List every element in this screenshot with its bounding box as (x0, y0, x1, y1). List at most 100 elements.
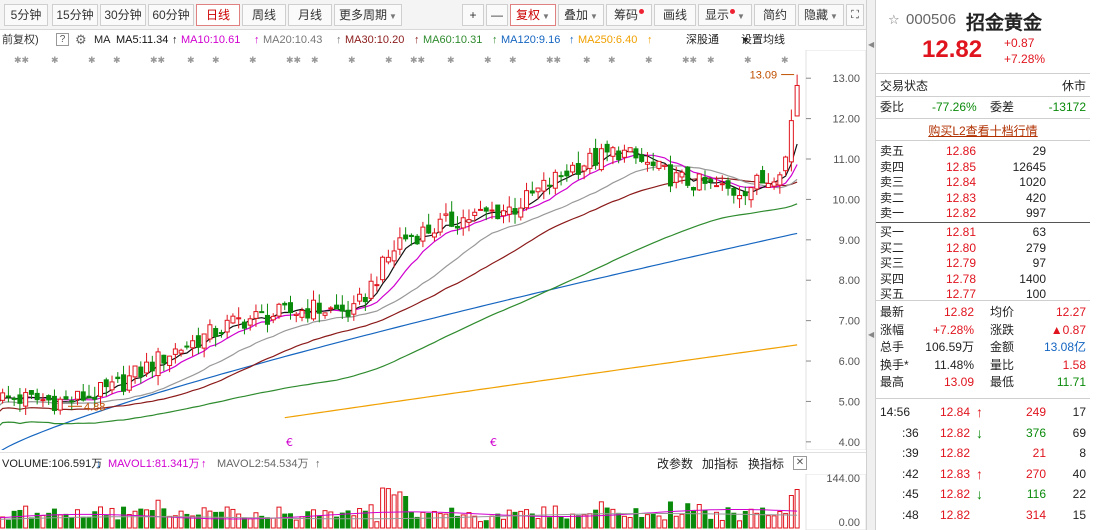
ask-row[interactable]: 卖二 12.83 420 (876, 191, 1090, 206)
event-marker-icon[interactable]: ✱ (645, 56, 653, 66)
stat-value: 12.27 (1055, 305, 1086, 319)
event-marker-icon[interactable]: ✱ (51, 56, 59, 66)
stat-value: 106.59万 (925, 340, 974, 354)
period-monthly-button[interactable]: 月线 (288, 4, 332, 26)
event-marker-icon[interactable]: ✱ (311, 56, 319, 66)
hide-dropdown[interactable]: 隐藏 ▼ (798, 4, 844, 26)
candle (570, 162, 576, 176)
adjust-dropdown[interactable]: 复权 ▼ (510, 4, 556, 26)
candle (103, 377, 109, 397)
ask-volume: 997 (1025, 206, 1046, 220)
ask-row[interactable]: 卖三 12.84 1020 (876, 175, 1090, 190)
ask-row[interactable]: 卖一 12.82 997 (876, 206, 1090, 221)
period-60min-button[interactable]: 60分钟 (148, 4, 194, 26)
ask-volume: 1020 (1019, 175, 1046, 189)
bid-row[interactable]: 买二 12.80 279 (876, 241, 1090, 256)
candle (403, 227, 409, 242)
stat-label: 换手* (880, 357, 909, 372)
event-marker-icon[interactable]: ✱ (88, 56, 96, 66)
event-marker-icon[interactable]: ✱ (249, 56, 257, 66)
volume-bar (667, 501, 673, 529)
volume-bar (190, 515, 196, 529)
event-marker-icon[interactable]: ✱ (385, 56, 393, 66)
period-30min-button[interactable]: 30分钟 (100, 4, 146, 26)
event-marker-icon[interactable]: ✱✱ (150, 56, 165, 66)
candlestick-chart[interactable]: 13.00 12.00 11.00 10.00 9.00 8.00 7.00 6.00 5.00… (0, 49, 867, 453)
period-15min-button[interactable]: 15分钟 (52, 4, 98, 26)
candle (51, 389, 57, 415)
overlay-dropdown[interactable]: 叠加 ▼ (558, 4, 604, 26)
help-icon[interactable]: ? (56, 33, 69, 46)
event-marker-icon[interactable]: ✱ (509, 56, 517, 66)
tick-time: :48 (902, 507, 919, 522)
bid-row[interactable]: 买一 12.81 63 (876, 225, 1090, 240)
shenzhen-connect-link[interactable]: 深股通 (686, 34, 719, 46)
y-axis-area (805, 49, 867, 451)
draw-line-button[interactable]: 画线 (654, 4, 696, 26)
display-dropdown[interactable]: 显示 ▼ (698, 4, 752, 26)
volume-bar (178, 510, 184, 529)
event-marker-icon[interactable]: ✱✱ (286, 56, 301, 66)
close-icon[interactable]: ✕ (793, 456, 807, 470)
bid-row[interactable]: 买四 12.78 1400 (876, 272, 1090, 287)
bid-volume: 100 (1025, 287, 1046, 301)
event-marker-icon[interactable]: ✱ (348, 56, 356, 66)
volume-chart[interactable]: 144.00 0.00 (0, 473, 867, 530)
candle (224, 314, 230, 339)
l2-purchase-link[interactable]: 购买L2查看十档行情 (928, 124, 1038, 138)
event-marker-icon[interactable]: ✱✱ (682, 56, 697, 66)
ma120-line (0, 232, 798, 453)
event-marker-icon[interactable]: ✱ (484, 56, 492, 66)
ask-row[interactable]: 卖五 12.86 29 (876, 144, 1090, 159)
volume-bar (472, 515, 478, 529)
panel-splitter[interactable]: ◀ ◀ (866, 0, 876, 530)
period-5min-button[interactable]: 5分钟 (4, 4, 48, 26)
event-marker-icon[interactable]: ✱ (113, 56, 121, 66)
tick-row: :45 12.82 ↓ 116 22 (876, 487, 1090, 502)
volume-bar (777, 511, 783, 529)
dividend-marker-icon[interactable]: € (286, 436, 293, 449)
stat-label: 最低 (990, 375, 1015, 389)
event-marker-icon[interactable]: ✱ (212, 56, 220, 66)
star-icon[interactable]: ☆ (888, 12, 900, 27)
event-marker-icon[interactable]: ✱✱ (14, 56, 29, 66)
event-marker-icon[interactable]: ✱ (781, 56, 789, 66)
ask-price: 12.84 (946, 175, 977, 189)
volume-bar (495, 513, 501, 529)
simple-mode-button[interactable]: 简约 (754, 4, 796, 26)
event-marker-icon[interactable]: ✱✱ (546, 56, 561, 66)
volume-bar (236, 513, 242, 529)
event-marker-icon[interactable]: ✱ (608, 56, 616, 66)
ask-row[interactable]: 卖四 12.85 12645 (876, 160, 1090, 175)
chip-button[interactable]: 筹码 (606, 4, 652, 26)
period-daily-button[interactable]: 日线 (196, 4, 240, 26)
fullscreen-icon[interactable]: ⛶ (846, 4, 864, 26)
zoom-in-button[interactable]: + (462, 4, 484, 26)
edit-params-button[interactable]: 改参数 (657, 457, 694, 471)
event-marker-icon[interactable]: ✱✱ (410, 56, 425, 66)
candle (161, 354, 167, 372)
settings-gear-icon[interactable]: ⚙ (75, 32, 87, 47)
switch-indicator-button[interactable]: 换指标 (748, 457, 785, 471)
bid-row[interactable]: 买五 12.77 100 (876, 287, 1090, 302)
add-indicator-button[interactable]: 加指标 (702, 457, 739, 471)
event-marker-icon[interactable]: ✱ (187, 56, 195, 66)
tick-row: :48 12.82 314 15 (876, 508, 1090, 523)
volume-bar (737, 520, 743, 529)
period-weekly-button[interactable]: 周线 (242, 4, 286, 26)
bid-level-label: 买一 (880, 225, 905, 239)
dividend-marker-icon[interactable]: € (490, 436, 497, 449)
mavol2-line (0, 513, 798, 520)
bid-row[interactable]: 买三 12.79 97 (876, 256, 1090, 271)
high-annotation: 13.09 (750, 70, 778, 82)
more-periods-dropdown[interactable]: 更多周期 ▼ (334, 4, 402, 26)
event-marker-icon[interactable]: ✱ (447, 56, 455, 66)
event-marker-icon[interactable]: ✱ (707, 56, 715, 66)
event-marker-icon[interactable]: ✱ (744, 56, 752, 66)
bid-level-label: 买二 (880, 240, 905, 255)
volume-bar (201, 507, 207, 529)
zoom-out-button[interactable]: — (486, 4, 508, 26)
candle (506, 196, 512, 223)
event-marker-icon[interactable]: ✱ (583, 56, 591, 66)
volume-bar (57, 514, 63, 529)
